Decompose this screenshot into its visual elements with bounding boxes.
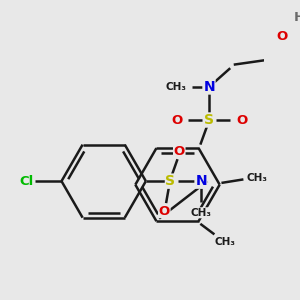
Text: H: H — [294, 11, 300, 24]
Text: O: O — [276, 30, 288, 43]
Text: S: S — [204, 113, 214, 127]
Text: O: O — [159, 205, 170, 218]
Text: O: O — [174, 145, 185, 158]
Text: CH₃: CH₃ — [247, 172, 268, 183]
Text: N: N — [203, 80, 215, 94]
Text: O: O — [236, 113, 247, 127]
Text: CH₃: CH₃ — [191, 208, 212, 218]
Text: CH₃: CH₃ — [214, 237, 236, 247]
Text: Cl: Cl — [19, 175, 34, 188]
Text: S: S — [166, 174, 176, 188]
Text: N: N — [195, 174, 207, 188]
Text: CH₃: CH₃ — [165, 82, 186, 92]
Text: O: O — [171, 113, 182, 127]
